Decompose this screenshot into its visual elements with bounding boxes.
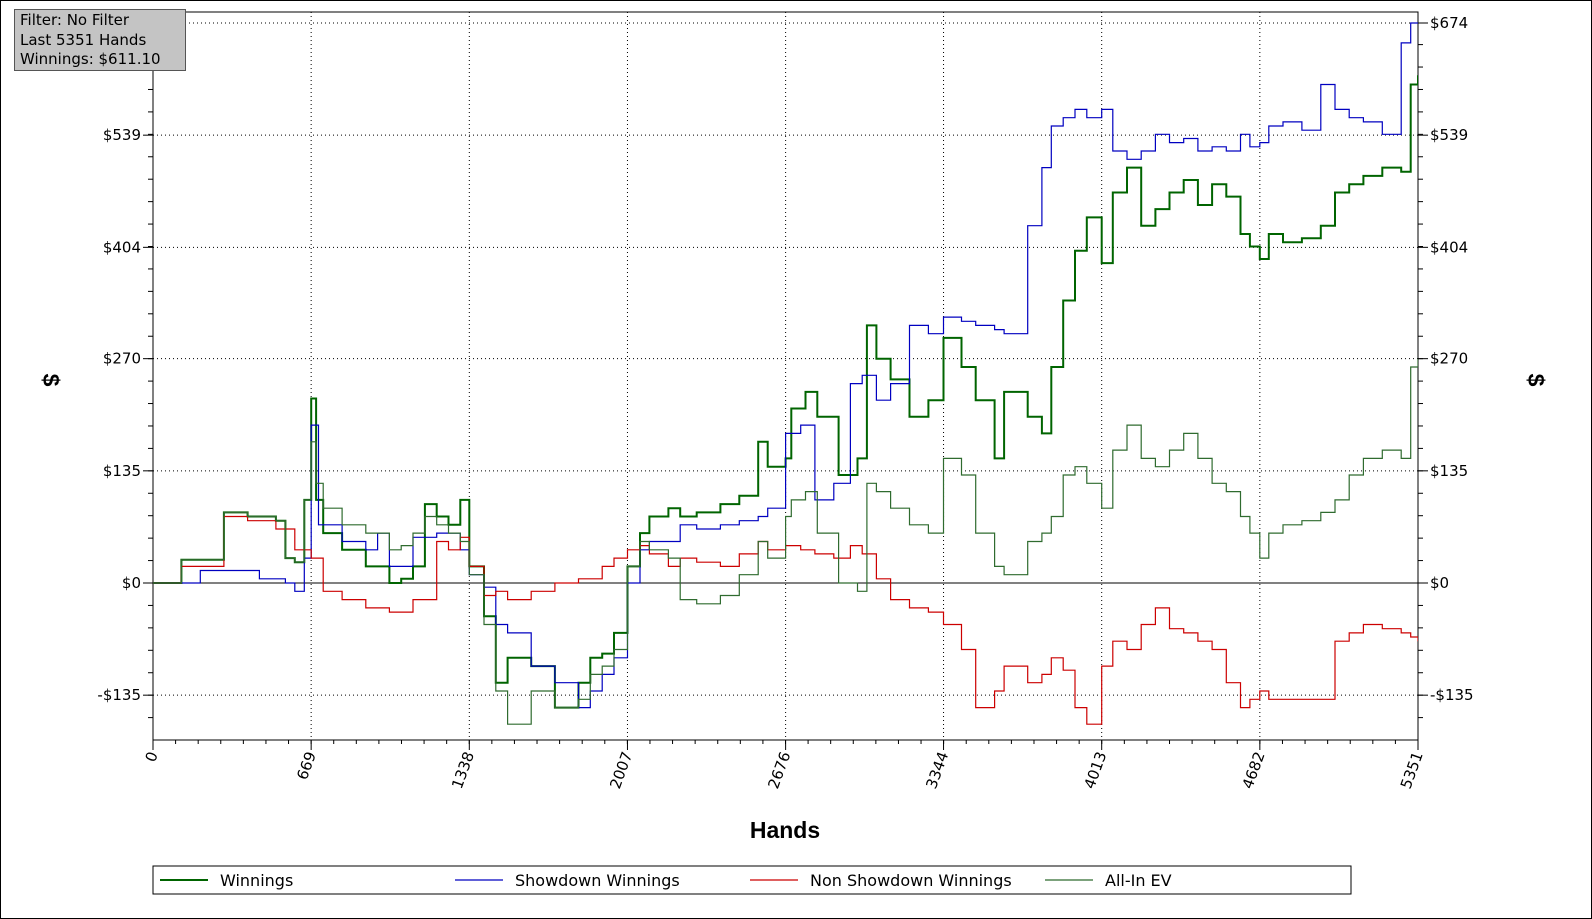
- x-tick-label: 1338: [448, 749, 478, 791]
- legend-label-showdown-winnings: Showdown Winnings: [515, 871, 680, 890]
- y-tick-label-left: $135: [103, 462, 141, 480]
- legend: Winnings Showdown Winnings Non Showdown Wi…: [152, 865, 1352, 895]
- y-axis-title-left: $: [38, 374, 64, 387]
- legend-label-non-showdown-winnings: Non Showdown Winnings: [810, 871, 1012, 890]
- y-tick-label-right: -$135: [1430, 686, 1474, 704]
- x-tick-label: 3344: [922, 749, 952, 791]
- y-tick-label-right: $0: [1430, 574, 1449, 592]
- x-tick-label: 4013: [1080, 749, 1110, 791]
- x-axis-title: Hands: [750, 817, 820, 843]
- winnings-label: Winnings: $611.10: [20, 50, 161, 68]
- y-tick-label-left: $270: [103, 350, 141, 368]
- y-axis-title-right: $: [1523, 374, 1549, 387]
- y-tick-label-left: -$135: [97, 686, 141, 704]
- x-tick-label: 2007: [606, 749, 636, 791]
- y-tick-label-left: $539: [103, 126, 141, 144]
- series-line-non-showdown-winnings: [153, 515, 1418, 725]
- legend-label-all-in-ev: All-In EV: [1105, 871, 1172, 890]
- y-tick-label-right: $674: [1430, 14, 1468, 32]
- series-line-all-in-ev: [153, 358, 1418, 725]
- y-tick-label-right: $270: [1430, 350, 1468, 368]
- legend-label-winnings: Winnings: [220, 871, 293, 890]
- series-line-showdown-winnings: [153, 22, 1418, 709]
- x-tick-label: 0: [142, 749, 162, 764]
- y-tick-label-right: $135: [1430, 462, 1468, 480]
- y-tick-label-left: $404: [103, 238, 141, 256]
- filter-label: Filter: No Filter: [20, 11, 130, 29]
- info-box: Filter: No Filter Last 5351 Hands Winnin…: [14, 9, 186, 71]
- x-tick-label: 4682: [1239, 749, 1269, 791]
- series-group: [153, 22, 1418, 725]
- y-tick-label-right: $404: [1430, 238, 1468, 256]
- y-tick-label-right: $539: [1430, 126, 1468, 144]
- x-tick-label: 669: [293, 749, 320, 782]
- series-line-winnings: [153, 75, 1418, 709]
- y-tick-label-left: $0: [122, 574, 141, 592]
- x-tick-label: 5351: [1397, 749, 1427, 791]
- x-tick-label: 2676: [764, 749, 794, 791]
- hands-label: Last 5351 Hands: [20, 30, 147, 49]
